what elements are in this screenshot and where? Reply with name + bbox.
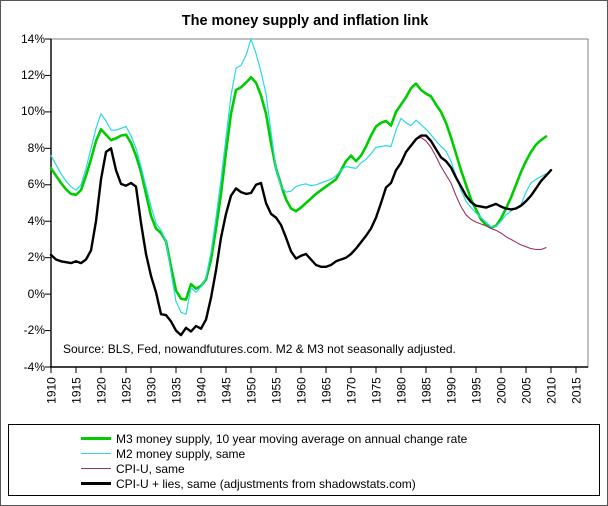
m3-line [49, 76, 548, 301]
x-tick-label: 2015 [569, 377, 584, 404]
m2-line [50, 38, 547, 315]
x-tick-label: 1990 [444, 377, 459, 404]
x-tick-label: 1950 [244, 377, 259, 404]
x-tick-label: 1970 [344, 377, 359, 404]
x-tick-label: 2005 [519, 377, 534, 404]
cpi-u-lies-line [49, 134, 553, 337]
x-tick-label: 1945 [219, 377, 234, 404]
x-tick-label: 1930 [144, 377, 159, 404]
x-tick-label: 1915 [69, 377, 84, 404]
x-tick-label: 2010 [544, 377, 559, 404]
legend: M3 money supply, 10 year moving average … [8, 424, 600, 496]
series-lines [49, 38, 553, 337]
legend-item-cpiu-lies: CPI-U + lies, same (adjustments from sha… [81, 476, 599, 491]
x-tick-label: 1975 [369, 377, 384, 404]
legend-label-m2: M2 money supply, same [116, 446, 246, 461]
y-tick-label: -2% [23, 323, 45, 338]
x-tick-label: 1935 [169, 377, 184, 404]
legend-item-m2: M2 money supply, same [81, 446, 599, 461]
x-tick-label: 1995 [469, 377, 484, 404]
x-tick-label: 1910 [44, 377, 59, 404]
y-tick-label: 6% [27, 177, 45, 192]
axis-ticks [45, 38, 577, 373]
y-tick-label: 4% [27, 213, 45, 228]
y-tick-label: 12% [20, 67, 45, 82]
x-tick-label: 1965 [319, 377, 334, 404]
y-tick-label: -4% [23, 359, 45, 374]
x-tick-label: 1980 [394, 377, 409, 404]
y-tick-label: 14% [20, 31, 45, 46]
x-tick-label: 1955 [269, 377, 284, 404]
source-note: Source: BLS, Fed, nowandfutures.com. M2 … [63, 342, 456, 356]
x-tick-label: 1940 [194, 377, 209, 404]
m3-line-swatch [81, 437, 111, 440]
legend-label-m3: M3 money supply, 10 year moving average … [116, 431, 468, 446]
x-tick-label: 1920 [94, 377, 109, 404]
y-tick-label: 8% [27, 140, 45, 155]
legend-label-cpiu-lies: CPI-U + lies, same (adjustments from sha… [116, 476, 416, 491]
y-tick-label: 0% [27, 286, 45, 301]
chart-title: The money supply and inflation link [181, 13, 429, 29]
cpi-u-line [375, 136, 547, 251]
legend-label-cpiu: CPI-U, same [116, 461, 185, 476]
legend-item-cpiu: CPI-U, same [81, 461, 599, 476]
y-tick-label: 2% [27, 250, 45, 265]
x-tick-label: 1925 [119, 377, 134, 404]
legend-item-m3: M3 money supply, 10 year moving average … [81, 431, 599, 446]
x-tick-label: 1960 [294, 377, 309, 404]
m2-line-swatch [81, 452, 111, 455]
x-tick-label: 1985 [419, 377, 434, 404]
x-tick-label: 2000 [494, 377, 509, 404]
cpiu-line-swatch [81, 467, 111, 470]
y-tick-label: 10% [20, 104, 45, 119]
cpiu-lies-line-swatch [81, 482, 111, 485]
